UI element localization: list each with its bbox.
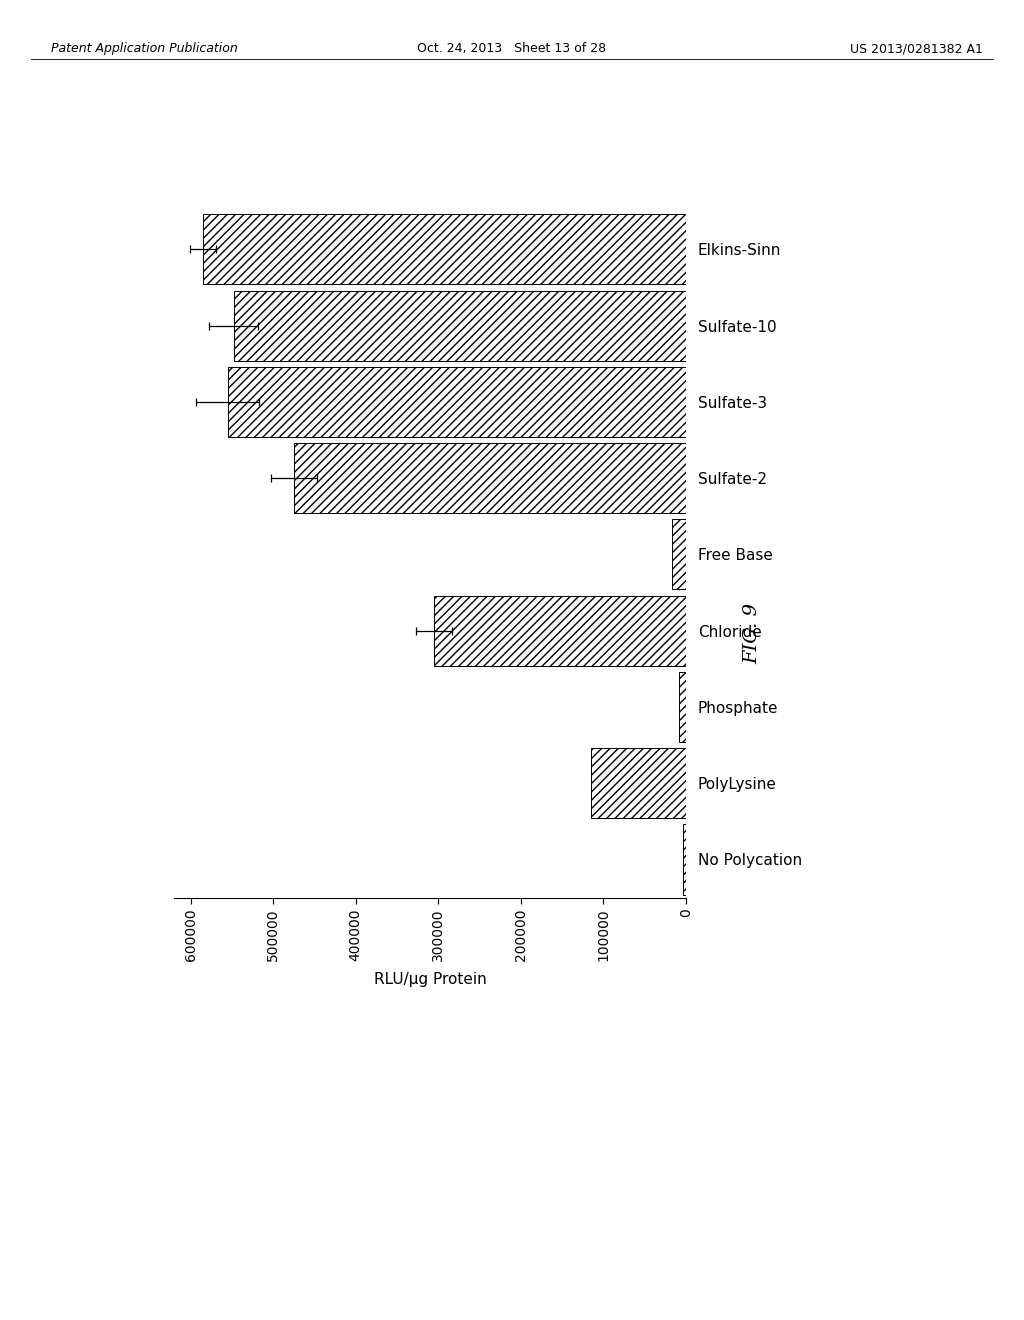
Bar <box>683 825 686 895</box>
Bar <box>294 444 686 513</box>
Bar <box>233 290 686 360</box>
Bar <box>227 367 686 437</box>
Text: Oct. 24, 2013   Sheet 13 of 28: Oct. 24, 2013 Sheet 13 of 28 <box>418 42 606 55</box>
X-axis label: RLU/μg Protein: RLU/μg Protein <box>374 972 486 987</box>
Bar <box>680 672 686 742</box>
Bar <box>434 595 686 665</box>
Bar <box>591 748 686 818</box>
Bar <box>672 519 686 590</box>
Bar <box>203 214 686 284</box>
Text: US 2013/0281382 A1: US 2013/0281382 A1 <box>850 42 983 55</box>
Text: Patent Application Publication: Patent Application Publication <box>51 42 238 55</box>
Text: FIG. 9: FIG. 9 <box>743 603 762 664</box>
